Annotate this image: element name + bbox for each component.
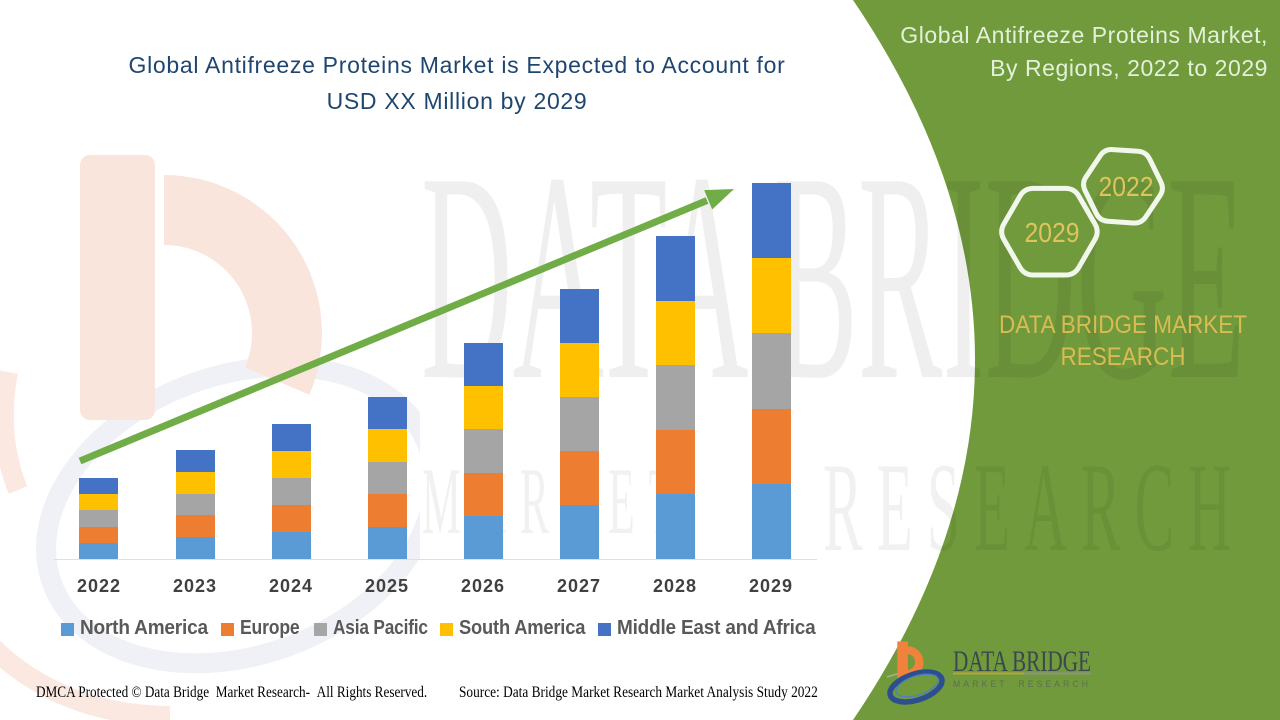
- svg-text:2022: 2022: [1099, 171, 1154, 202]
- svg-text:RESEARCH: RESEARCH: [823, 438, 1245, 578]
- svg-text:MARKET: MARKET: [422, 448, 689, 554]
- svg-text:MARKET RESEARCH: MARKET RESEARCH: [953, 679, 1091, 689]
- svg-text:2029: 2029: [1025, 217, 1080, 248]
- svg-text:DATA BRIDGE: DATA BRIDGE: [421, 111, 1245, 442]
